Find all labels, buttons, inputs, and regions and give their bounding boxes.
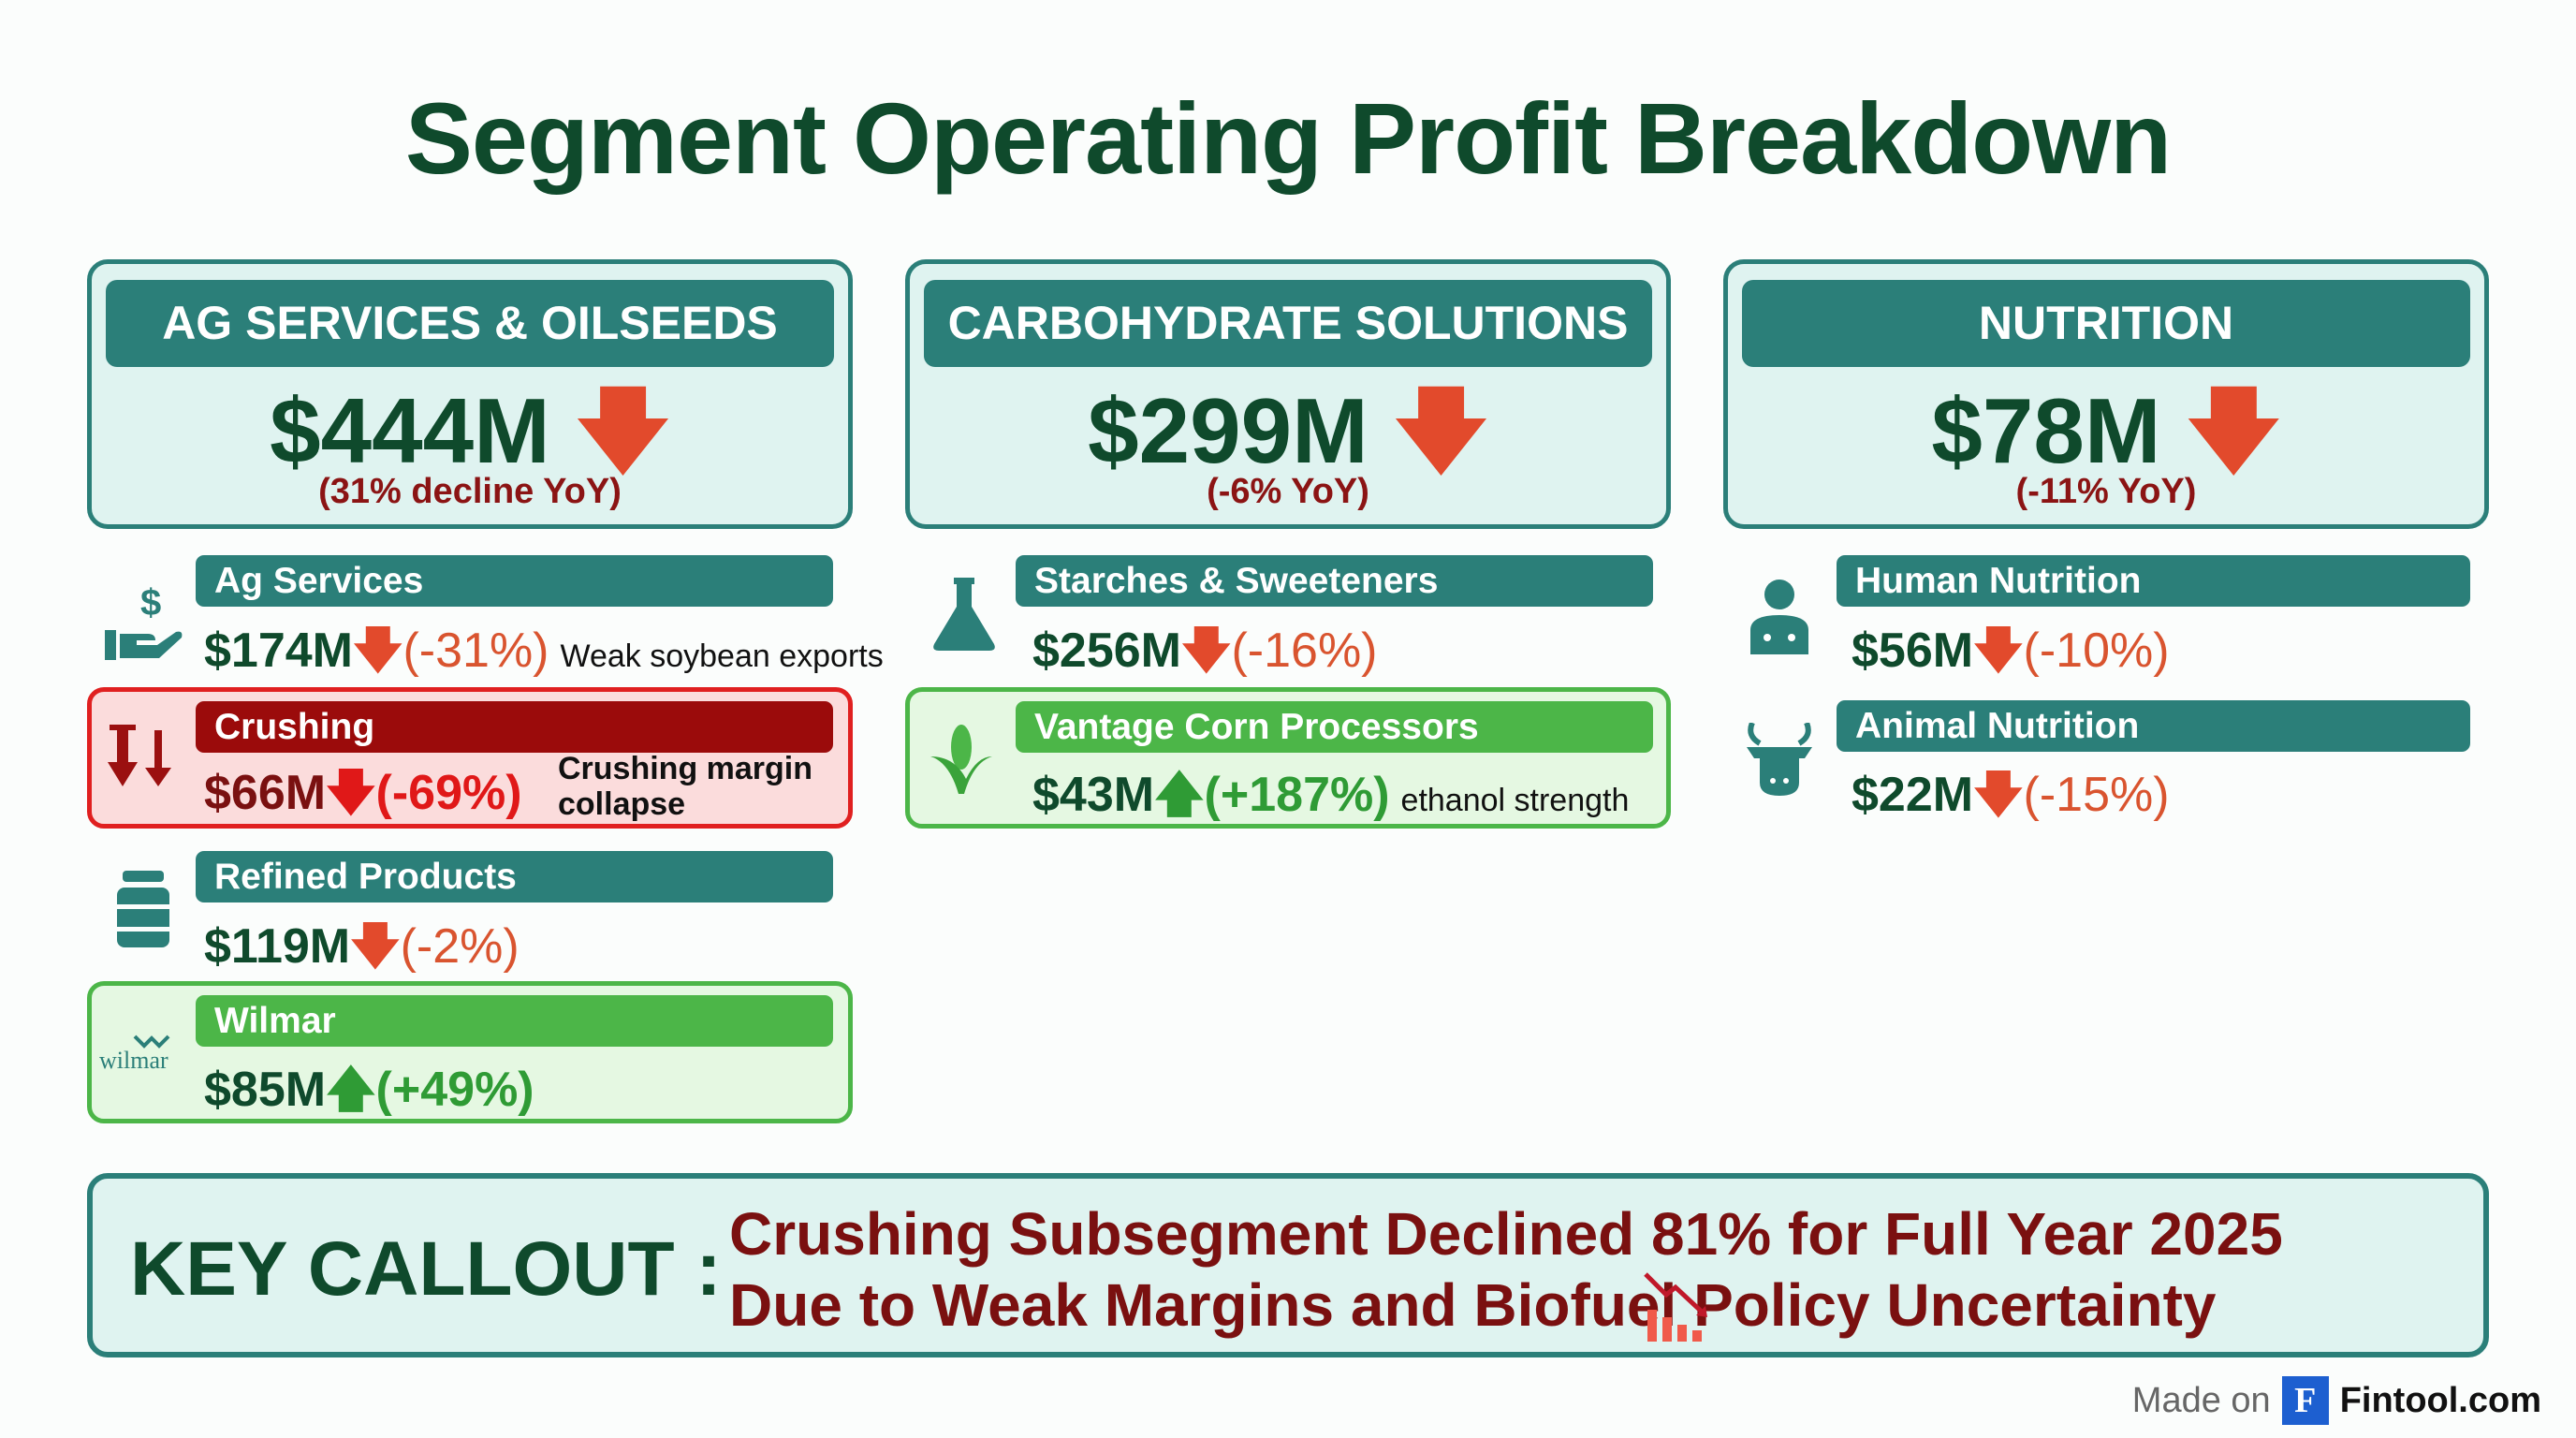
segment-card-ag-services-oilseeds: AG SERVICES & OILSEEDS $444M 🡇 (31% decl… <box>87 259 853 529</box>
subsegment-note: Weak soybean exports <box>560 638 884 674</box>
hand-dollar-icon: $ <box>105 582 183 660</box>
segment-change: (-11% YoY) <box>2015 472 2197 511</box>
subsegment-label-human-nutrition: Human Nutrition <box>1837 555 2470 607</box>
fintool-logo-icon: F <box>2281 1376 2329 1425</box>
svg-text:$: $ <box>140 582 161 624</box>
subsegment-row-ag-services: $174M🡇(-31%) Weak soybean exports <box>204 614 884 697</box>
subsegment-row-animal-nutrition: $22M🡇(-15%) <box>1852 758 2170 842</box>
arrow-down-icon: 🡇 <box>353 624 403 678</box>
subsegment-value: $174M <box>204 624 353 678</box>
subsegment-label-ag-services: Ag Services <box>196 555 833 607</box>
subsegment-change: (-16%) <box>1231 624 1378 678</box>
subsegment-value: $256M <box>1032 624 1181 678</box>
subsegment-change: (-15%) <box>2023 768 2170 822</box>
subsegment-row-human-nutrition: $56M🡇(-10%) <box>1852 614 2170 697</box>
subsegment-change: (-69%) <box>375 766 522 820</box>
segment-value: $444M <box>270 379 550 482</box>
subsegment-label-vantage-corn-processors: Vantage Corn Processors <box>1016 701 1653 753</box>
subsegment-value: $22M <box>1852 768 1974 822</box>
callout-line-1: Crushing Subsegment Declined 81% for Ful… <box>729 1200 2283 1268</box>
arrow-down-icon: 🡇 <box>1973 624 2024 678</box>
flask-icon <box>933 578 995 651</box>
subsegment-note: ethanol strength <box>1400 783 1630 818</box>
segment-value: $299M <box>1088 379 1368 482</box>
subsegment-change: (-31%) <box>402 624 549 678</box>
segment-title: AG SERVICES & OILSEEDS <box>106 280 834 367</box>
subsegment-label-crushing: Crushing <box>196 701 833 753</box>
subsegment-label-refined-products: Refined Products <box>196 851 833 902</box>
arrow-down-icon: 🡇 <box>350 919 401 974</box>
arrow-down-icon: 🡇 <box>576 379 670 482</box>
segment-change: (-6% YoY) <box>1207 472 1369 511</box>
double-down-arrow-icon <box>108 725 171 786</box>
segment-title: NUTRITION <box>1742 280 2470 367</box>
subsegment-row-starches-sweeteners: $256M🡇(-16%) <box>1032 614 1378 697</box>
arrow-down-icon: 🡇 <box>1394 379 1488 482</box>
subsegment-change: (+49%) <box>375 1063 534 1117</box>
subsegment-value: $119M <box>204 919 351 974</box>
subsegment-label-starches-sweeteners: Starches & Sweeteners <box>1016 555 1653 607</box>
subsegment-change: (-10%) <box>2023 624 2170 678</box>
subsegment-row-wilmar: $85M🡅(+49%) <box>204 1053 534 1137</box>
key-callout-box: KEY CALLOUT : Crushing Subsegment Declin… <box>87 1173 2489 1357</box>
segment-value: $78M <box>1931 379 2161 482</box>
segment-title: CARBOHYDRATE SOLUTIONS <box>924 280 1652 367</box>
segment-card-nutrition: NUTRITION $78M 🡇 (-11% YoY) <box>1723 259 2489 529</box>
declining-chart-icon <box>1644 1272 1707 1342</box>
subsegment-value: $56M <box>1852 624 1974 678</box>
jar-icon <box>117 871 169 947</box>
arrow-down-icon: 🡇 <box>1973 768 2024 822</box>
subsegment-row-refined-products: $119M🡇(-2%) <box>204 910 520 993</box>
subsegment-row-vantage-corn-processors: $43M🡅(+187%) ethanol strength <box>1032 758 1629 842</box>
subsegment-value: $85M <box>204 1063 327 1117</box>
wilmar-logo: wilmar <box>99 1034 170 1072</box>
callout-label: KEY CALLOUT : <box>130 1226 722 1312</box>
footer-branding[interactable]: Made on F Fintool.com <box>2132 1376 2541 1425</box>
subsegment-note: Crushing margin collapse <box>558 751 813 822</box>
subsegment-change: (+187%) <box>1204 768 1390 822</box>
arrow-down-icon: 🡇 <box>1181 624 1232 678</box>
callout-line-2: Due to Weak Margins and Biofuel Policy U… <box>729 1271 2217 1339</box>
arrow-up-icon: 🡅 <box>326 1063 376 1117</box>
subsegment-value: $43M <box>1032 768 1155 822</box>
arrow-down-icon: 🡇 <box>2186 379 2281 482</box>
cow-icon <box>1747 723 1812 796</box>
fintool-brand[interactable]: Fintool.com <box>2339 1380 2541 1420</box>
page-title: Segment Operating Profit Breakdown <box>404 81 2172 195</box>
subsegment-label-wilmar: Wilmar <box>196 995 833 1047</box>
doctor-icon <box>1750 580 1808 654</box>
made-on-text: Made on <box>2131 1380 2271 1420</box>
subsegment-value: $66M <box>204 766 327 820</box>
arrow-down-icon: 🡇 <box>326 766 376 820</box>
subsegment-row-crushing: $66M🡇(-69%) <box>204 756 522 840</box>
subsegment-change: (-2%) <box>400 919 520 974</box>
subsegment-label-animal-nutrition: Animal Nutrition <box>1837 700 2470 752</box>
svg-text:wilmar: wilmar <box>99 1047 168 1072</box>
arrow-up-icon: 🡅 <box>1154 768 1205 822</box>
corn-icon <box>930 725 992 794</box>
segment-card-carbohydrate-solutions: CARBOHYDRATE SOLUTIONS $299M 🡇 (-6% YoY) <box>905 259 1671 529</box>
segment-change: (31% decline YoY) <box>318 472 622 511</box>
